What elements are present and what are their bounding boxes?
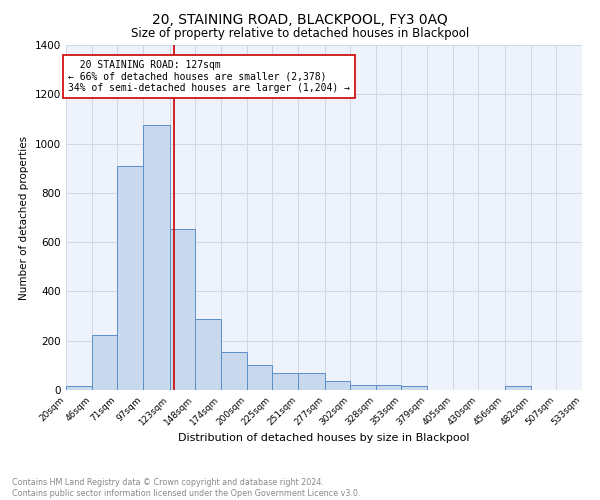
Bar (221, 352, 247, 390)
Bar (247, 366, 272, 390)
Bar (505, 386, 531, 390)
Text: Contains HM Land Registry data © Crown copyright and database right 2024.
Contai: Contains HM Land Registry data © Crown c… (12, 478, 361, 498)
Bar (376, 384, 401, 390)
Bar (298, 373, 325, 390)
Bar (325, 380, 350, 390)
Text: Size of property relative to detached houses in Blackpool: Size of property relative to detached ho… (131, 28, 469, 40)
Bar (170, 228, 195, 390)
Bar (272, 373, 298, 390)
Bar (92, 336, 117, 390)
Bar (350, 384, 376, 390)
Bar (401, 386, 427, 390)
Text: 20, STAINING ROAD, BLACKPOOL, FY3 0AQ: 20, STAINING ROAD, BLACKPOOL, FY3 0AQ (152, 12, 448, 26)
Y-axis label: Number of detached properties: Number of detached properties (19, 136, 29, 300)
Text: 20 STAINING ROAD: 127sqm
← 66% of detached houses are smaller (2,378)
34% of sem: 20 STAINING ROAD: 127sqm ← 66% of detach… (68, 60, 350, 93)
Bar (195, 318, 221, 390)
Bar (117, 166, 143, 390)
X-axis label: Distribution of detached houses by size in Blackpool: Distribution of detached houses by size … (178, 432, 470, 442)
Bar (143, 125, 170, 390)
Bar (66, 386, 92, 390)
